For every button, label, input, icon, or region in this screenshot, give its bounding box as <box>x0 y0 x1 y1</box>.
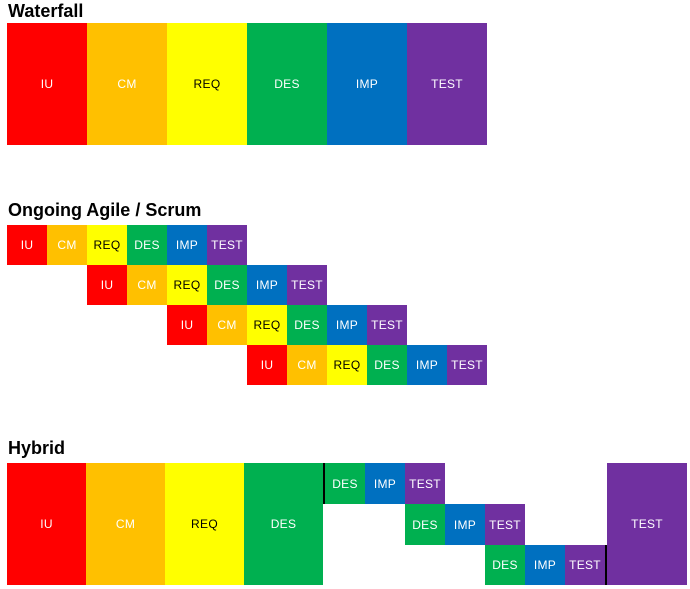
sprint3-block-cm: CM <box>207 305 247 345</box>
hybrid-block-des: DES <box>244 463 323 585</box>
waterfall-block-des: DES <box>247 23 327 145</box>
sprint1-block-des: DES <box>127 225 167 265</box>
waterfall-block-iu: IU <box>7 23 87 145</box>
sprint1-block-iu: IU <box>7 225 47 265</box>
iteration3-block-imp: IMP <box>525 545 565 585</box>
hybrid-final-test-row: TEST <box>607 463 687 585</box>
iteration2-block-test: TEST <box>485 504 525 545</box>
waterfall-block-imp: IMP <box>327 23 407 145</box>
waterfall-block-req: REQ <box>167 23 247 145</box>
iteration2-block-imp: IMP <box>445 504 485 545</box>
hybrid-iteration-row-3: DES IMP TEST <box>485 545 605 585</box>
iteration3-block-des: DES <box>485 545 525 585</box>
hybrid-block-cm: CM <box>86 463 165 585</box>
hybrid-final-block-test: TEST <box>607 463 687 585</box>
iteration3-block-test: TEST <box>565 545 605 585</box>
sprint3-block-imp: IMP <box>327 305 367 345</box>
sprint3-block-req: REQ <box>247 305 287 345</box>
iteration1-block-imp: IMP <box>365 463 405 504</box>
sprint-row-2: IU CM REQ DES IMP TEST <box>87 265 327 305</box>
sprint2-block-req: REQ <box>167 265 207 305</box>
sprint2-block-iu: IU <box>87 265 127 305</box>
sprint1-block-imp: IMP <box>167 225 207 265</box>
hybrid-main-phase-row: IU CM REQ DES <box>7 463 323 585</box>
divider-line-right <box>605 545 607 585</box>
iteration2-block-des: DES <box>405 504 445 545</box>
sprint4-block-test: TEST <box>447 345 487 385</box>
iteration1-block-des: DES <box>325 463 365 504</box>
sprint-row-3: IU CM REQ DES IMP TEST <box>167 305 407 345</box>
waterfall-block-test: TEST <box>407 23 487 145</box>
divider-line-left <box>323 463 325 504</box>
sprint3-block-iu: IU <box>167 305 207 345</box>
sprint2-block-imp: IMP <box>247 265 287 305</box>
sprint1-block-req: REQ <box>87 225 127 265</box>
sprint1-block-cm: CM <box>47 225 87 265</box>
hybrid-block-iu: IU <box>7 463 86 585</box>
sprint2-block-test: TEST <box>287 265 327 305</box>
sprint3-block-des: DES <box>287 305 327 345</box>
waterfall-block-cm: CM <box>87 23 167 145</box>
sprint4-block-cm: CM <box>287 345 327 385</box>
sprint2-block-cm: CM <box>127 265 167 305</box>
sprint-row-4: IU CM REQ DES IMP TEST <box>247 345 487 385</box>
section-title-agile: Ongoing Agile / Scrum <box>8 200 202 220</box>
sprint4-block-imp: IMP <box>407 345 447 385</box>
sprint3-block-test: TEST <box>367 305 407 345</box>
iteration1-block-test: TEST <box>405 463 445 504</box>
sprint4-block-req: REQ <box>327 345 367 385</box>
hybrid-block-req: REQ <box>165 463 244 585</box>
sprint4-block-des: DES <box>367 345 407 385</box>
section-title-hybrid: Hybrid <box>8 438 66 458</box>
hybrid-iteration-row-1: DES IMP TEST <box>325 463 445 504</box>
sprint2-block-des: DES <box>207 265 247 305</box>
sprint-row-1: IU CM REQ DES IMP TEST <box>7 225 247 265</box>
sprint1-block-test: TEST <box>207 225 247 265</box>
section-title-waterfall: Waterfall <box>8 1 84 21</box>
waterfall-phase-row: IU CM REQ DES IMP TEST <box>7 23 487 145</box>
sprint4-block-iu: IU <box>247 345 287 385</box>
hybrid-iteration-row-2: DES IMP TEST <box>405 504 525 545</box>
